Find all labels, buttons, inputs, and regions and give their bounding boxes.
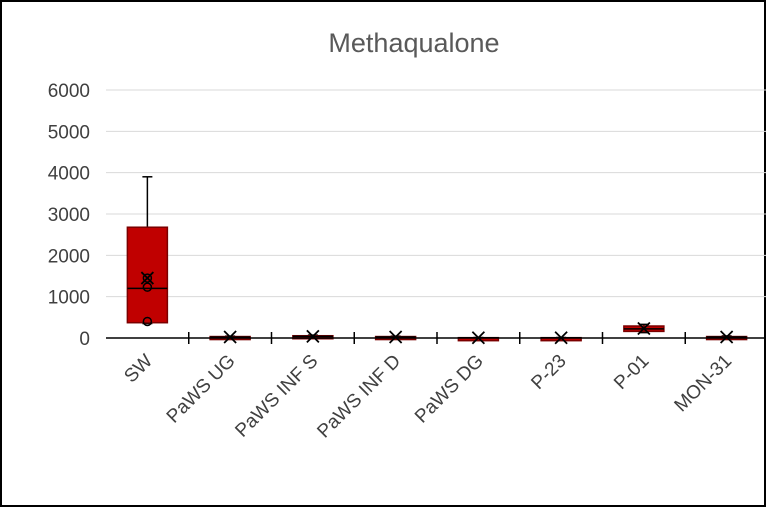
- mean-marker: [140, 271, 155, 285]
- mean-marker: [306, 329, 320, 343]
- chart-title: Methaqualone: [328, 28, 499, 58]
- y-tick-label: 1000: [48, 288, 90, 309]
- data-point: [142, 273, 153, 283]
- y-tick-label: 4000: [48, 164, 90, 185]
- mean-marker: [637, 321, 651, 336]
- y-axis-ticks: 0 1000 2000 3000 4000 5000 6000: [48, 81, 90, 350]
- mean-marker: [719, 330, 734, 344]
- y-tick-label: 5000: [48, 122, 90, 143]
- mean-marker: [223, 330, 237, 344]
- mean-marker: [388, 330, 403, 344]
- box-sw: [126, 176, 169, 327]
- x-axis: [106, 332, 766, 344]
- data-point: [142, 316, 153, 327]
- box-p-01: [623, 321, 665, 336]
- y-tick-label: 3000: [48, 205, 90, 226]
- y-tick-label: 6000: [48, 81, 90, 102]
- gridlines: [106, 89, 766, 298]
- y-tick-label: 0: [79, 329, 90, 350]
- box-iqr: [126, 226, 169, 324]
- data-point: [142, 282, 153, 292]
- y-tick-label: 2000: [48, 246, 90, 267]
